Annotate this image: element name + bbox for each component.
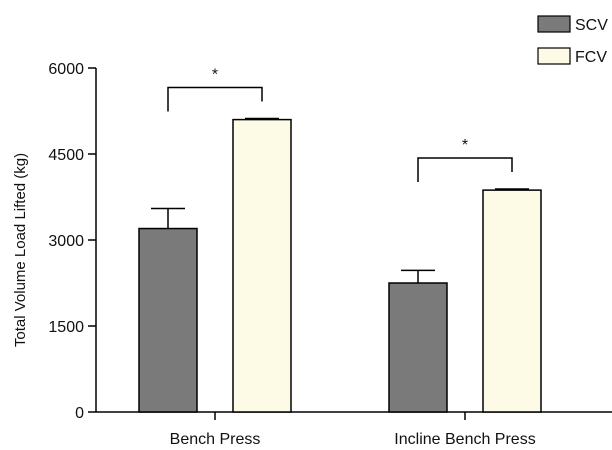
bar-scv [138,227,198,413]
legend: SCV FCV [537,15,608,66]
y-ticks: 0 1500 3000 4500 6000 [48,61,96,422]
legend-swatch-fcv [537,47,571,65]
x-tick-label: Incline Bench Press [394,431,535,448]
bars [138,117,542,413]
significance-brackets: ** [167,66,513,182]
bar-fcv [482,189,542,413]
bar-scv [388,282,448,413]
legend-label-fcv: FCV [575,49,607,66]
y-tick-label: 3000 [48,233,84,250]
y-axis-title: Total Volume Load Lifted (kg) [12,153,29,347]
legend-label-scv: SCV [575,17,608,34]
bar-fcv [232,118,292,413]
legend-swatch-scv [537,15,571,33]
significance-marker: * [212,66,218,83]
y-tick-label: 6000 [48,61,84,78]
significance-bracket [417,157,513,182]
x-ticks: Bench Press Incline Bench Press [170,412,536,448]
y-tick-label: 1500 [48,319,84,336]
y-tick-label: 0 [75,405,84,422]
y-tick-label: 4500 [48,147,84,164]
significance-marker: * [462,137,468,154]
x-tick-label: Bench Press [170,431,261,448]
significance-bracket [167,86,263,112]
